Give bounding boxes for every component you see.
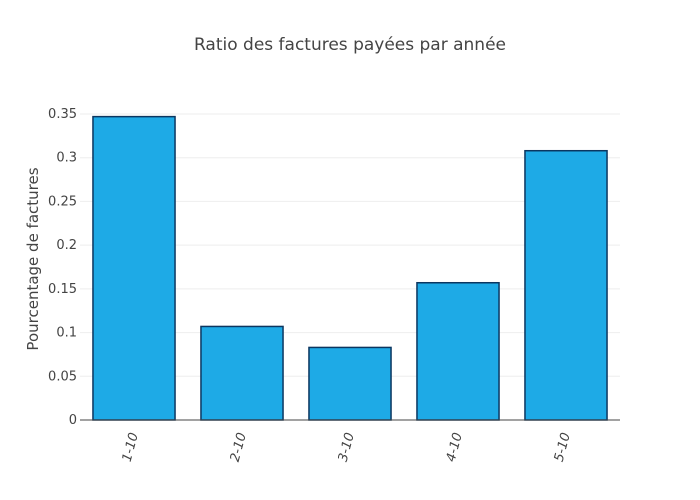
x-tick-label: 4-10 xyxy=(444,431,466,463)
bar-2-10 xyxy=(200,325,284,421)
bar-5-10 xyxy=(524,149,608,421)
y-tick-label: 0.15 xyxy=(48,282,77,297)
y-tick-label: 0.1 xyxy=(56,326,77,341)
y-tick-label: 0.25 xyxy=(48,194,77,209)
y-tick-label: 0.3 xyxy=(56,151,77,166)
y-axis-title: Pourcentage de factures xyxy=(24,167,42,350)
y-tick-label: 0.2 xyxy=(56,238,77,253)
x-tick-label: 3-10 xyxy=(336,431,358,463)
bar-3-10 xyxy=(308,346,392,421)
y-tick-label: 0 xyxy=(69,413,77,428)
y-axis-ticks: 0 0.05 0.1 0.15 0.2 0.25 0.3 0.35 xyxy=(48,107,77,428)
x-tick-label: 2-10 xyxy=(228,431,250,463)
bar-4-10 xyxy=(416,281,500,421)
bars xyxy=(92,115,608,421)
bar-1-10 xyxy=(92,115,176,421)
x-axis-ticks: 1-10 2-10 3-10 4-10 5-10 xyxy=(120,431,574,463)
x-tick-label: 5-10 xyxy=(552,431,574,463)
chart-title: Ratio des factures payées par année xyxy=(194,35,506,55)
x-tick-label: 1-10 xyxy=(120,431,142,463)
y-tick-label: 0.35 xyxy=(48,107,77,122)
y-tick-label: 0.05 xyxy=(48,369,77,384)
